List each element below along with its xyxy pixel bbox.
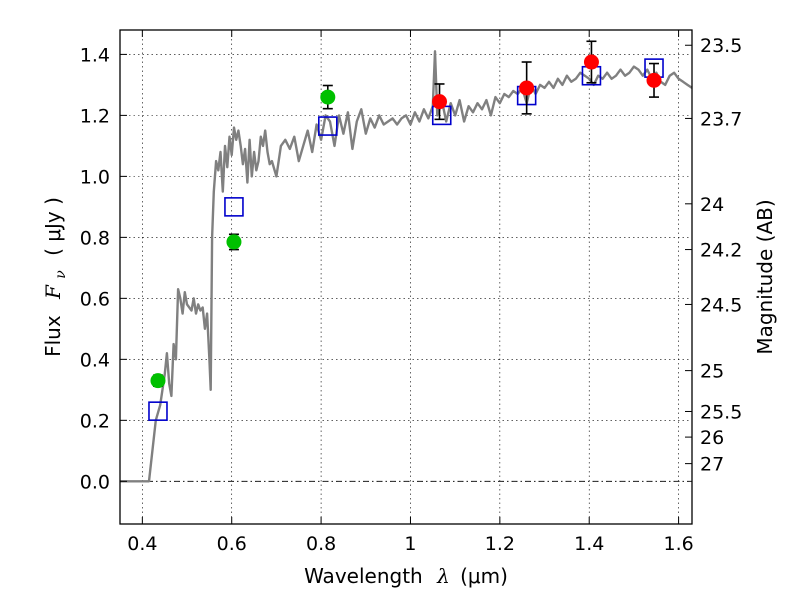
- synthetic-photometry-square: [224, 197, 244, 217]
- x-tick-label: 1.6: [663, 533, 693, 555]
- photometry-points-layer: [148, 40, 664, 421]
- y2-tick-label: 24.2: [700, 240, 742, 262]
- nir-photometry-point: [646, 72, 662, 88]
- optical-photometry-point: [320, 89, 336, 105]
- optical-photometry-point: [226, 234, 242, 250]
- y-tick-label: 0.8: [80, 227, 110, 249]
- y2-tick-label: 24.5: [700, 294, 742, 316]
- y-tick-label: 0.4: [80, 349, 110, 371]
- synthetic-photometry-square: [148, 401, 168, 421]
- x-tick-label: 1: [404, 533, 416, 555]
- y-axis-label: Flux F ν ( μJy ): [41, 197, 70, 357]
- y2-tick-label: 24: [700, 194, 724, 216]
- y-tick-label: 0.6: [80, 288, 110, 310]
- nir-photometry-point: [583, 54, 599, 70]
- x-tick-label: 1.2: [485, 533, 515, 555]
- nir-photometry-point: [519, 80, 535, 96]
- model-spectrum-line: [120, 50, 693, 483]
- nir-photometry-point: [432, 94, 448, 110]
- y-tick-label: 1.0: [80, 166, 110, 188]
- y2-axis-label: Magnitude (AB): [753, 199, 777, 354]
- x-tick-label: 1.4: [574, 533, 604, 555]
- y2-tick-label: 23.7: [700, 108, 742, 130]
- y2-tick-label: 25: [700, 361, 724, 383]
- y2-tick-label: 26: [700, 427, 724, 449]
- grid: [120, 30, 692, 524]
- y2-tick-label: 25.5: [700, 401, 742, 423]
- y-tick-label: 1.2: [80, 105, 110, 127]
- optical-photometry-point: [150, 373, 166, 389]
- synthetic-photometry-square: [317, 116, 338, 136]
- y-tick-label: 0.2: [80, 410, 110, 432]
- y2-tick-label: 27: [700, 454, 724, 476]
- x-axis-label: Wavelength λ (μm): [304, 564, 508, 588]
- model-spectrum-layer: [120, 50, 693, 483]
- x-tick-label: 0.8: [306, 533, 336, 555]
- axis-ticks: 0.4 0.6 0.8 1 1.2 1.4 1.6 0.0 0.2 0.4 0.6 0.8 1.0 1.2…: [80, 30, 742, 555]
- x-tick-label: 0.4: [127, 533, 157, 555]
- y-tick-label: 1.4: [80, 44, 110, 66]
- y2-tick-label: 23.5: [700, 35, 742, 57]
- y-tick-label: 0.0: [80, 471, 110, 493]
- plot-frame: [119, 29, 693, 525]
- x-tick-label: 0.6: [217, 533, 247, 555]
